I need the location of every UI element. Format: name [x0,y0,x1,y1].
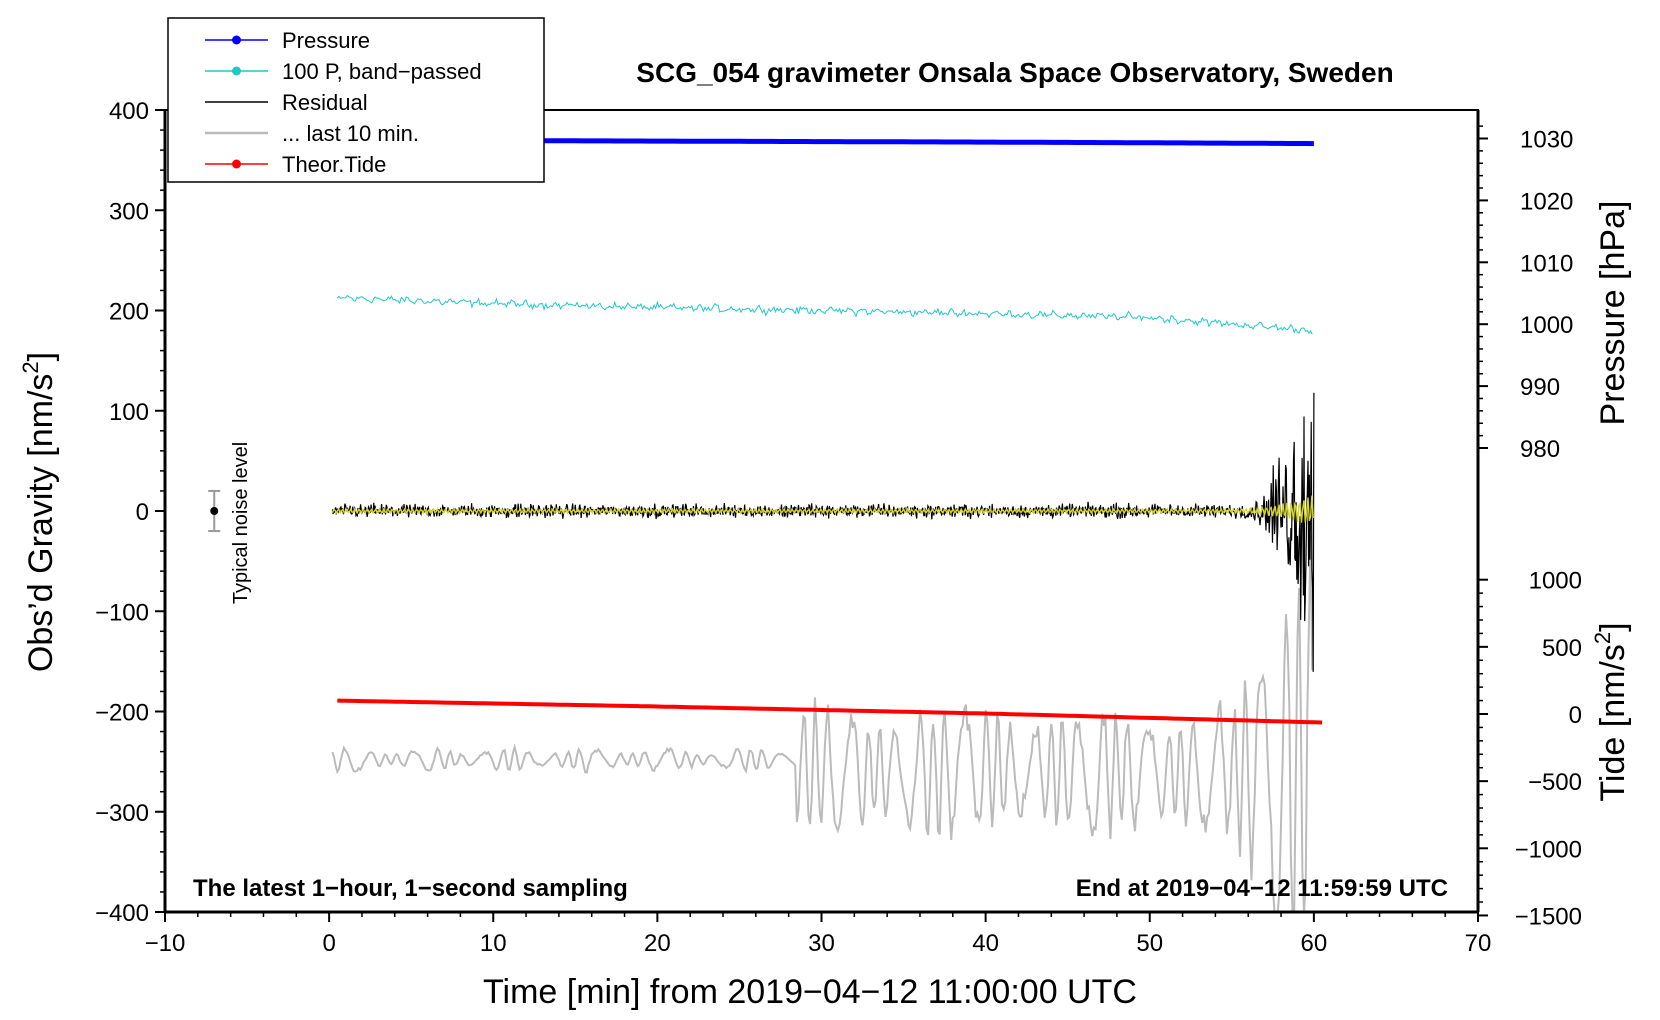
tide-axis-label-main: Tide [nm/s [1594,644,1632,801]
pressure-tick-label: 1020 [1520,188,1573,215]
series-band-passed [336,294,1313,335]
y-tick-label: 200 [109,299,149,326]
legend-box [167,17,545,183]
pressure-tick-label: 1030 [1520,127,1573,154]
series-theor-tide [337,698,1323,725]
y-tick-label: 400 [109,98,149,125]
legend-marker [232,159,241,169]
series-residual-filtered [331,495,1314,523]
legend-marker [232,35,241,45]
x-tick-label: −10 [145,930,186,957]
pressure-tick-label: 990 [1520,374,1560,401]
legend-items: Pressure 100 P, band−passed Residual ... la… [205,28,482,177]
noise-dot [210,507,219,515]
noise-indicator: Typical noise level [208,442,252,604]
note-left: The latest 1−hour, 1−second sampling [193,875,628,902]
x-tick-label: 70 [1465,930,1492,957]
series-last-10-min [331,534,1314,913]
y-tick-label: 0 [136,499,149,526]
note-right: End at 2019−04−12 11:59:59 UTC [1076,875,1448,902]
pressure-axis-label: Pressure [hPa] [1594,201,1632,426]
x-tick-label: 50 [1136,930,1163,957]
x-tick-label: 20 [644,930,671,957]
pressure-tick-label: 980 [1520,436,1560,463]
pressure-tick-label: 1000 [1520,312,1573,339]
legend-label: 100 P, band−passed [282,59,482,84]
tide-axis-label: Tide [nm/s2] [1590,622,1632,801]
y-tick-label: 300 [109,198,149,225]
x-tick-label: 30 [808,930,835,957]
noise-label: Typical noise level [230,442,252,604]
legend-label: ... last 10 min. [282,121,419,146]
legend: Pressure 100 P, band−passed Residual ... la… [167,17,545,183]
y-tick-label: −400 [95,900,149,927]
x-tick-label: 40 [972,930,999,957]
left-axis-label: Obs’d Gravity [nm/s2] [18,352,60,672]
legend-marker [232,66,241,76]
pressure-tick-label: 1010 [1520,250,1573,277]
tide-tick-label: −500 [1528,769,1582,796]
chart-title: SCG_054 gravimeter Onsala Space Observat… [636,57,1393,88]
x-tick-label: 0 [322,930,335,957]
left-axis-label-sup: 2 [18,361,43,373]
left-axis-label-end: ] [22,352,60,361]
y-tick-label: −300 [95,800,149,827]
legend-label: Theor.Tide [282,152,386,177]
tide-tick-label: −1500 [1515,903,1582,930]
tide-tick-label: 1000 [1529,568,1582,595]
tide-tick-label: 0 [1569,702,1582,729]
tide-axis-label-sup: 2 [1590,632,1615,644]
tide-tick-label: −1000 [1515,836,1582,863]
left-axis-label-main: Obs’d Gravity [nm/s [22,374,60,673]
tide-axis-label-end: ] [1594,622,1632,631]
legend-label: Residual [282,90,368,115]
y-tick-label: −200 [95,700,149,727]
y-tick-label: 100 [109,399,149,426]
x-tick-label: 10 [480,930,507,957]
y-tick-label: −100 [95,599,149,626]
tide-tick-label: 500 [1542,635,1582,662]
x-tick-label: 60 [1301,930,1328,957]
x-axis-label: Time [min] from 2019−04−12 11:00:00 UTC [483,973,1137,1011]
ticks-layer: −10 0 10 20 30 40 50 60 704003002001000−100−200−… [95,98,1582,957]
legend-label: Pressure [282,28,370,53]
